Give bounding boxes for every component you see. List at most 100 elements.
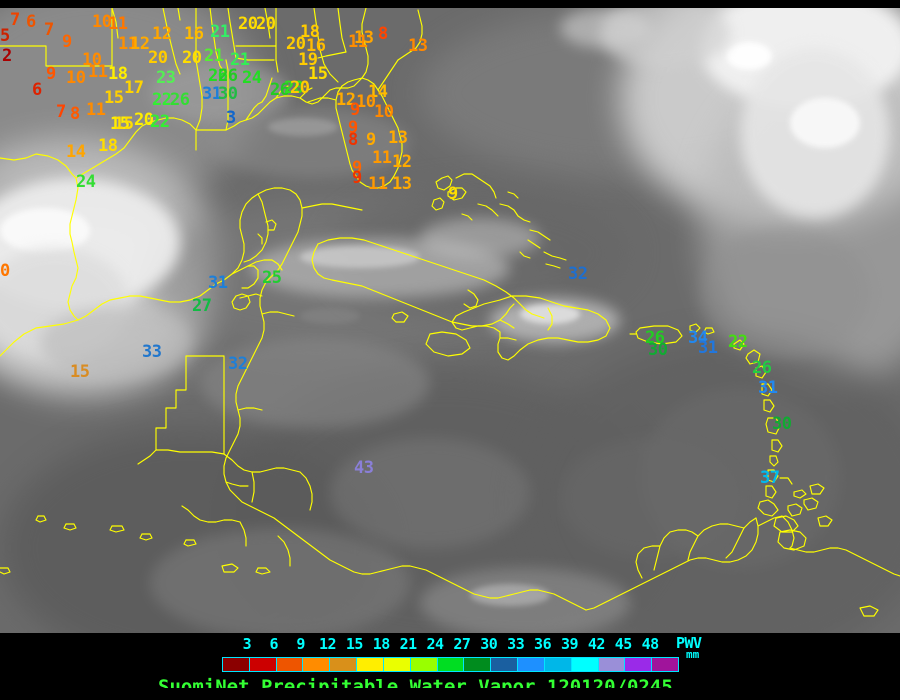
colorbar-segment-11 (518, 658, 545, 671)
northern-gulf-coast (225, 59, 363, 131)
station-pwv-value: 20 (284, 78, 304, 98)
station-pwv-value: 37 (760, 468, 780, 488)
station-pwv-value: 9 (366, 130, 376, 150)
station-pwv-value: 21 (204, 46, 224, 66)
colorbar-segment-9 (464, 658, 492, 671)
colorbar-tick-15: 15 (345, 635, 364, 653)
station-pwv-value: 20 (148, 48, 168, 68)
colorbar-tick-36: 36 (534, 635, 552, 653)
station-pwv-value: 7 (10, 10, 20, 30)
station-pwv-value: 9 (352, 158, 362, 178)
hispaniola (451, 295, 611, 361)
station-pwv-value: 15 (104, 88, 124, 108)
station-pwv-value: 10 (356, 92, 376, 112)
colorbar-segment-6 (383, 658, 411, 671)
station-pwv-value: 26 (208, 66, 228, 86)
station-pwv-value: 11 (372, 148, 392, 168)
colorbar-tick-48: 48 (641, 635, 660, 653)
colorbar-segment-3 (303, 658, 331, 671)
colorbar-segment-16 (652, 658, 679, 671)
station-pwv-value: 3 (226, 108, 236, 128)
station-pwv-value: 22 (150, 112, 170, 132)
jamaica (391, 311, 471, 357)
colorbar-segment-7 (410, 658, 438, 671)
colorbar-tick-30: 30 (480, 635, 498, 653)
trinidad (777, 515, 833, 551)
station-pwv-value: 10 (92, 12, 112, 32)
station-pwv-value: 15 (110, 114, 130, 134)
station-pwv-value: 9 (46, 64, 56, 84)
colorbar-segment-2 (276, 658, 304, 671)
colorbar-tick-24: 24 (426, 635, 445, 653)
station-pwv-value: 14 (368, 82, 388, 102)
colorbar-tick-9: 9 (296, 635, 305, 653)
station-pwv-value: 20 (134, 110, 154, 130)
lesser-antilles (733, 339, 825, 533)
station-pwv-value: 7 (44, 20, 54, 40)
station-pwv-value: 10 (82, 50, 102, 70)
station-pwv-value: 10 (374, 102, 394, 122)
station-pwv-value: 2 (2, 46, 12, 66)
south-america-north (585, 515, 900, 611)
colorbar-tick-12: 12 (318, 635, 337, 653)
map-vector-overlay (0, 8, 900, 617)
colorbar-segment-10 (491, 658, 519, 671)
station-pwv-value: 34 (688, 328, 708, 348)
pwv-units-label: mm (686, 648, 700, 661)
station-pwv-value: 8 (378, 24, 388, 44)
station-pwv-value: 31 (698, 338, 718, 358)
station-pwv-value: 11 (108, 14, 128, 34)
station-pwv-value: 30 (218, 84, 238, 104)
station-pwv-value: 8 (70, 104, 80, 124)
station-pwv-value: 22 (728, 332, 748, 352)
colorbar-tick-33: 33 (507, 635, 525, 653)
colorbar-tick-18: 18 (372, 635, 391, 653)
station-pwv-value: 9 (352, 168, 362, 188)
station-pwv-value: 22 (152, 90, 172, 110)
station-pwv-value: 13 (392, 174, 412, 194)
station-pwv-value: 18 (108, 64, 128, 84)
station-pwv-value: 43 (354, 458, 374, 478)
colorbar-tick-45: 45 (614, 635, 633, 653)
colorbar-tick-6: 6 (269, 635, 279, 653)
station-pwv-value: 17 (124, 78, 144, 98)
station-pwv-value: 12 (130, 34, 150, 54)
central-america (77, 129, 587, 611)
colorbar-segment-4 (330, 658, 358, 671)
station-pwv-value: 23 (156, 68, 176, 88)
colorbar-tick-39: 39 (560, 635, 579, 653)
station-pwv-value: 16 (306, 36, 326, 56)
station-pwv-value: 6 (32, 80, 42, 100)
station-pwv-value: 31 (208, 273, 228, 293)
station-pwv-value: 11 (368, 174, 388, 194)
yucatan (231, 193, 277, 311)
station-pwv-value: 18 (98, 136, 118, 156)
station-pwv-value: 11 (86, 100, 106, 120)
colorbar-segment-12 (544, 658, 572, 671)
station-pwv-value: 13 (354, 28, 374, 48)
colorbar-tick-27: 27 (453, 635, 471, 653)
station-pwv-value: 20 (286, 34, 306, 54)
station-pwv-value: 18 (300, 22, 320, 42)
station-pwv-value: 9 (348, 118, 358, 138)
station-pwv-value: 26 (170, 90, 190, 110)
station-pwv-value: 9 (62, 32, 72, 52)
station-pwv-value: 33 (142, 342, 162, 362)
colorbar-segment-0 (223, 658, 250, 671)
station-pwv-value: 15 (114, 114, 134, 134)
station-pwv-value: 20 (182, 48, 202, 68)
station-pwv-value: 13 (388, 128, 408, 148)
colorbar-segment-15 (625, 658, 653, 671)
bottom-letterbox (0, 688, 900, 700)
colorbar-segment-14 (598, 658, 626, 671)
station-pwv-value: 14 (66, 142, 86, 162)
station-pwv-value: 30 (772, 414, 792, 434)
florida (307, 8, 423, 189)
scattered-islands (0, 515, 879, 617)
colorbar-segment-1 (249, 658, 277, 671)
station-pwv-value: 19 (298, 50, 318, 70)
station-pwv-value: 9 (448, 184, 458, 204)
station-pwv-value: 32 (568, 264, 588, 284)
station-pwv-value: 25 (262, 268, 282, 288)
station-pwv-value: 26 (752, 358, 772, 378)
